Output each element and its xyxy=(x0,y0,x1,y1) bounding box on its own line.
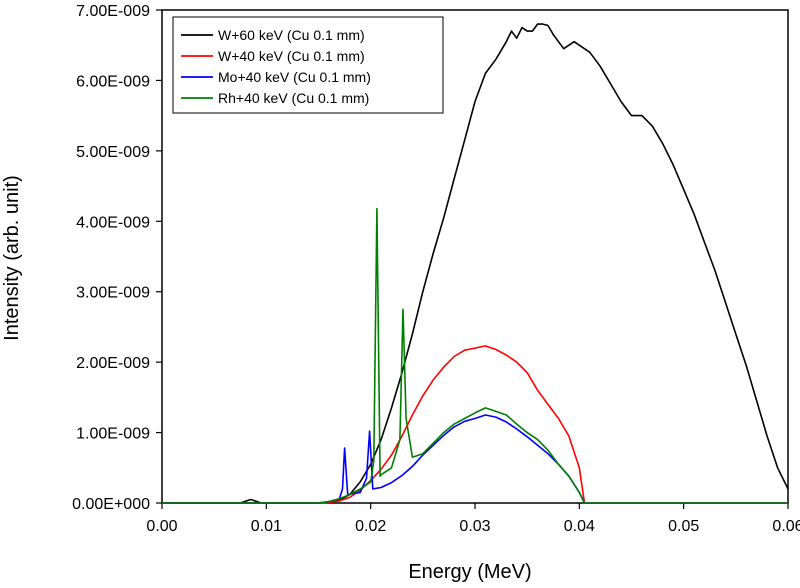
y-tick-label: 3.00E-009 xyxy=(76,285,150,302)
y-tick-label: 0.00E+000 xyxy=(72,496,150,513)
x-tick-label: 0.01 xyxy=(251,518,282,535)
y-axis-ticks: 0.00E+000 1.00E-009 2.00E-009 3.00E-009 4.00… xyxy=(72,3,162,513)
x-axis-title: Energy (MeV) xyxy=(408,561,531,583)
legend-label-2: Mo+40 keV (Cu 0.1 mm) xyxy=(218,69,371,85)
series-line-1 xyxy=(162,345,788,504)
x-tick-label: 0.04 xyxy=(564,518,595,535)
y-tick-label: 6.00E-009 xyxy=(76,73,150,90)
y-tick-label: 1.00E-009 xyxy=(76,426,150,443)
y-tick-label: 2.00E-009 xyxy=(76,355,150,372)
x-tick-label: 0.02 xyxy=(355,518,386,535)
x-tick-label: 0.03 xyxy=(459,518,490,535)
legend-box xyxy=(172,16,444,114)
y-tick-label: 5.00E-009 xyxy=(76,144,150,161)
x-axis-ticks: 0.00 0.01 0.02 0.03 0.04 0.05 0.06 xyxy=(146,503,800,535)
series-line-2 xyxy=(162,414,788,504)
x-tick-label: 0.00 xyxy=(146,518,177,535)
y-axis-title: Intensity (arb. unit) xyxy=(1,175,23,341)
y-tick-label: 4.00E-009 xyxy=(76,214,150,231)
series-line-3 xyxy=(162,207,788,504)
legend: W+60 keV (Cu 0.1 mm) W+40 keV (Cu 0.1 mm)… xyxy=(172,16,444,114)
legend-label-0: W+60 keV (Cu 0.1 mm) xyxy=(218,27,365,43)
x-tick-label: 0.05 xyxy=(668,518,699,535)
legend-label-1: W+40 keV (Cu 0.1 mm) xyxy=(218,48,365,64)
series-lines xyxy=(162,23,789,504)
x-tick-label: 0.06 xyxy=(772,518,800,535)
y-tick-label: 7.00E-009 xyxy=(76,3,150,20)
legend-label-3: Rh+40 keV (Cu 0.1 mm) xyxy=(218,90,369,106)
